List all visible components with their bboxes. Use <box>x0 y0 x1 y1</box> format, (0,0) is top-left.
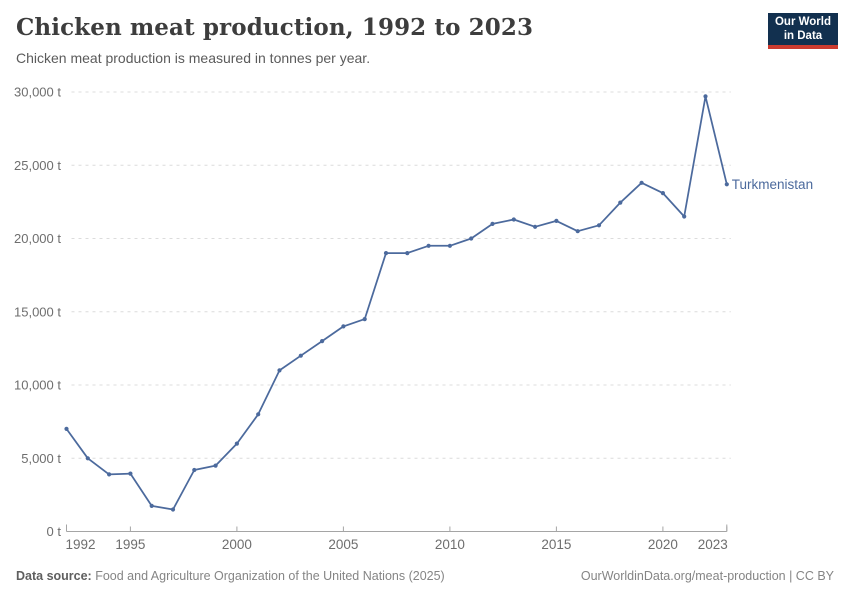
x-axis-tick-label: 2020 <box>648 537 678 552</box>
owid-logo-line2: in Data <box>783 30 823 42</box>
data-source-note: Data source: Food and Agriculture Organi… <box>16 569 445 583</box>
chart-title: Chicken meat production, 1992 to 2023 <box>16 14 534 41</box>
production-line[interactable] <box>65 95 728 511</box>
y-axis-tick-label: 20,000 t <box>14 231 61 246</box>
data-point-1999[interactable] <box>213 463 218 468</box>
data-point-2015[interactable] <box>554 218 559 223</box>
data-point-2002[interactable] <box>277 368 282 373</box>
data-point-2010[interactable] <box>447 243 452 248</box>
owid-logo-line1: Our World <box>774 16 831 28</box>
owid-logo[interactable]: Our World in Data <box>768 13 838 49</box>
data-point-2008[interactable] <box>405 251 410 256</box>
data-point-2012[interactable] <box>490 221 495 226</box>
data-point-1993[interactable] <box>85 456 90 461</box>
data-point-2004[interactable] <box>320 339 325 344</box>
chart-subtitle: Chicken meat production is measured in t… <box>16 50 371 66</box>
data-point-2006[interactable] <box>362 317 367 322</box>
data-point-2022[interactable] <box>703 94 708 99</box>
x-axis-tick-label: 1995 <box>115 537 145 552</box>
chart-footer: Data source: Food and Agriculture Organi… <box>16 569 834 583</box>
y-axis-tick-label: 30,000 t <box>14 85 61 100</box>
x-axis-tick-label: 2010 <box>435 537 465 552</box>
entity-label[interactable]: Turkmenistan <box>732 177 813 192</box>
chart-header: Chicken meat production, 1992 to 2023 Ch… <box>16 14 834 66</box>
data-point-2016[interactable] <box>575 229 580 234</box>
y-axis-tick-label: 5,000 t <box>21 451 61 466</box>
y-axis-tick-label: 0 t <box>47 524 62 539</box>
data-source-label: Data source: <box>16 569 92 583</box>
y-axis-tick-label: 15,000 t <box>14 304 61 319</box>
data-point-2000[interactable] <box>234 441 239 446</box>
x-axis-tick-label: 2015 <box>541 537 571 552</box>
data-point-2020[interactable] <box>660 191 666 196</box>
x-axis-tick-label: 2000 <box>222 537 252 552</box>
data-point-2018[interactable] <box>618 200 623 205</box>
data-point-2009[interactable] <box>426 243 431 248</box>
data-point-2023[interactable] <box>724 182 729 187</box>
x-axis-tick-label: 1992 <box>66 537 96 552</box>
data-point-2019[interactable] <box>639 180 644 185</box>
owid-url-license: OurWorldinData.org/meat-production | CC … <box>580 569 834 583</box>
y-axis-tick-label: 10,000 t <box>14 378 61 393</box>
data-point-2011[interactable] <box>469 236 474 241</box>
x-axis-tick-label: 2023 <box>698 537 728 552</box>
data-point-2005[interactable] <box>341 324 346 329</box>
data-point-1997[interactable] <box>170 507 176 512</box>
data-point-2001[interactable] <box>256 412 261 417</box>
data-point-2021[interactable] <box>682 214 687 219</box>
data-point-1998[interactable] <box>192 467 197 473</box>
data-point-2013[interactable] <box>511 217 516 222</box>
data-source-text: Food and Agriculture Organization of the… <box>91 569 445 583</box>
data-point-1992[interactable] <box>64 426 69 431</box>
data-point-2007[interactable] <box>383 251 389 256</box>
data-point-1994[interactable] <box>107 472 112 477</box>
y-axis-tick-label: 25,000 t <box>14 158 61 173</box>
data-point-1996[interactable] <box>149 503 154 508</box>
data-point-2017[interactable] <box>596 223 602 228</box>
x-axis-tick-label: 2005 <box>328 537 358 552</box>
data-point-1995[interactable] <box>128 471 133 476</box>
data-point-2003[interactable] <box>298 353 303 358</box>
data-point-2014[interactable] <box>533 224 538 229</box>
